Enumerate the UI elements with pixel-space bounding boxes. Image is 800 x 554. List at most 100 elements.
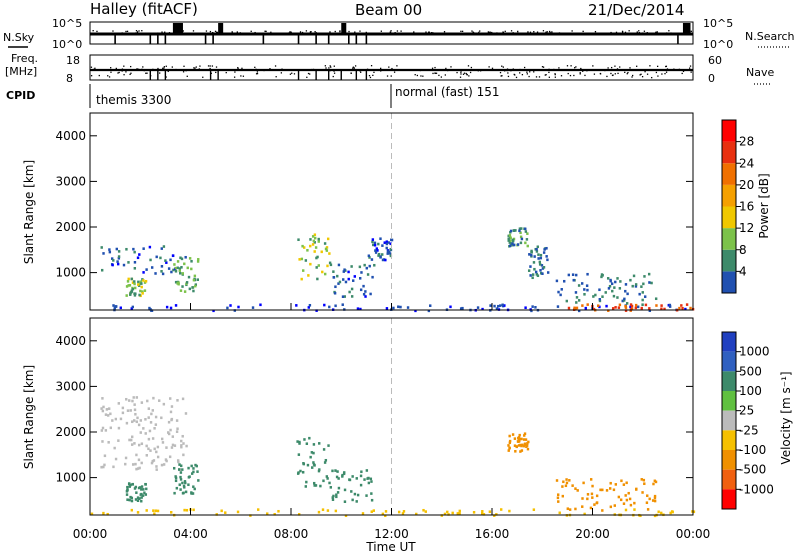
echo-cell: [151, 409, 154, 412]
nsearch-dot: [270, 31, 272, 33]
echo-cell: [495, 307, 499, 310]
nave-dot: [617, 72, 619, 75]
nave-dot: [545, 74, 547, 76]
echo-cell: [101, 409, 105, 413]
echo-cell: [113, 446, 116, 450]
echo-cell: [185, 281, 189, 284]
echo-cell: [139, 289, 142, 293]
echo-cell: [300, 277, 303, 281]
echo-cell: [145, 487, 148, 491]
nsearch-dot: [211, 32, 214, 34]
echo-cell: [117, 439, 120, 442]
echo-cell: [313, 250, 316, 253]
nsearch-dot: [545, 31, 547, 33]
echo-cell: [190, 472, 194, 475]
echo-cell: [370, 498, 374, 502]
echo-cell: [308, 303, 312, 307]
nsearch-dot: [628, 30, 630, 32]
echo-cell: [532, 508, 536, 511]
echo-cell: [315, 266, 318, 269]
power-colorbar-ticks: 4 8 12 16 20 24 28: [736, 135, 754, 278]
nave-dot: [681, 72, 683, 75]
echo-cell: [212, 309, 215, 313]
nave-dot: [548, 71, 550, 74]
echo-cell: [574, 507, 577, 511]
echo-cell: [362, 292, 366, 296]
echo-cell: [165, 446, 168, 449]
echo-cell: [371, 240, 374, 244]
nave-dot: [519, 72, 521, 74]
nave-dot: [414, 74, 416, 76]
nsearch-dot: [380, 30, 382, 32]
echo-cell: [692, 510, 696, 514]
nsearch-dot: [205, 30, 208, 32]
nave-dot: [595, 69, 597, 71]
nave-dot: [210, 72, 212, 74]
echo-cell: [141, 494, 145, 497]
echo-cell: [382, 258, 386, 261]
echo-cell: [174, 475, 177, 478]
nsearch-dot: [305, 30, 308, 32]
power-colorbar-tick-label: 24: [739, 156, 754, 170]
echo-cell: [347, 270, 350, 274]
echo-cell: [141, 290, 144, 293]
echo-cell: [108, 248, 111, 251]
echo-cell: [585, 284, 589, 287]
echo-cell: [183, 480, 187, 483]
echo-cell: [415, 512, 418, 516]
echo-cell: [155, 468, 158, 471]
echo-cell: [100, 429, 104, 432]
echo-cell: [308, 436, 311, 440]
echo-cell: [301, 470, 305, 474]
echo-cell: [640, 306, 643, 310]
echo-cell: [129, 409, 132, 412]
echo-cell: [574, 487, 577, 490]
echo-cell: [311, 235, 315, 238]
range-tick-label: 3000: [55, 379, 86, 393]
nsearch-dot: [353, 32, 355, 34]
echo-cell: [141, 292, 144, 295]
echo-cell: [143, 289, 147, 292]
echo-cell: [138, 466, 141, 470]
echo-cell: [131, 305, 135, 309]
nave-dot: [507, 75, 510, 78]
echo-cell: [519, 231, 522, 235]
echo-cell: [367, 481, 371, 485]
echo-cell: [508, 434, 511, 438]
echo-cell: [559, 293, 562, 297]
count-tick-left-low: 10^0: [52, 38, 82, 51]
echo-cell: [575, 273, 578, 277]
echo-cell: [356, 493, 360, 497]
freq-panel-frame: [89, 54, 694, 81]
echo-cell: [181, 434, 184, 438]
echo-cell: [316, 255, 319, 259]
echo-cell: [520, 449, 524, 452]
nave-dot: [324, 69, 327, 71]
echo-cell: [367, 254, 371, 258]
echo-cell: [575, 306, 579, 310]
velocity-colorbar-bin: [722, 430, 736, 450]
echo-cell: [374, 249, 377, 252]
echo-cell: [114, 305, 117, 308]
echo-cell: [562, 480, 565, 484]
echo-cell: [336, 491, 340, 494]
echo-cell: [671, 510, 674, 514]
echo-cell: [109, 412, 112, 416]
echo-cell: [351, 475, 354, 478]
echo-cell: [134, 412, 137, 416]
echo-cell: [297, 238, 300, 242]
echo-cell: [104, 429, 108, 432]
nave-dot: [211, 65, 214, 67]
echo-cell: [642, 282, 645, 286]
nave-dot: [566, 65, 569, 67]
nave-dot: [656, 65, 659, 68]
nave-dot: [388, 66, 390, 68]
echo-cell: [328, 261, 332, 265]
power-panel: 1000 2000 3000 4000 Slant Range [km]: [22, 112, 695, 313]
echo-cell: [125, 489, 129, 493]
echo-cell: [635, 487, 638, 491]
echo-cell: [328, 305, 331, 309]
echo-cell: [122, 263, 126, 267]
nsearch-dot: [214, 30, 217, 33]
echo-cell: [526, 244, 529, 248]
